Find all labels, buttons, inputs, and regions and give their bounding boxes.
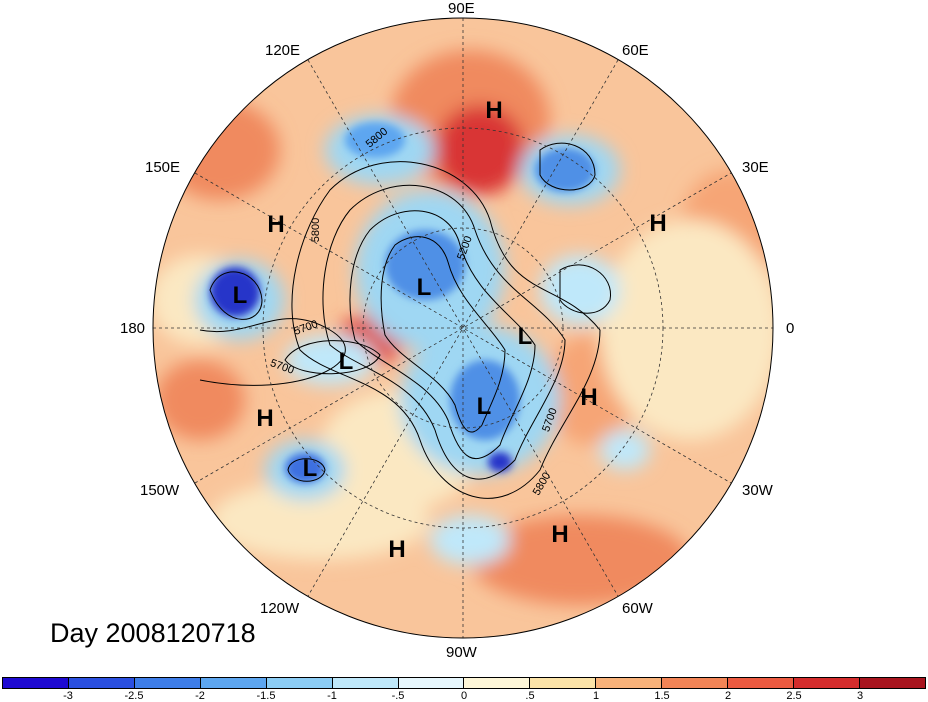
colorbar-tick-label: 1.5 <box>654 690 670 702</box>
lon-label-150e: 150E <box>145 159 181 176</box>
warm-region <box>155 360 245 440</box>
colorbar-segment <box>3 678 69 688</box>
graticule-line <box>307 59 619 597</box>
height-contours <box>199 142 611 499</box>
cool-region <box>600 430 650 470</box>
colorbar-segment <box>464 678 531 688</box>
colorbar-segment <box>134 678 201 688</box>
colorbar-segment <box>332 678 399 688</box>
graticule-circle <box>362 227 564 429</box>
cold-core <box>488 452 512 472</box>
colorbar-segment <box>596 678 663 688</box>
high-marker: H <box>267 211 285 238</box>
colorbar-tick-label: -1 <box>327 690 337 702</box>
colorbar-tick-label: -2 <box>195 690 205 702</box>
lon-label-180: 180 <box>120 320 146 337</box>
colorbar-segment <box>530 678 597 688</box>
lon-label-120w: 120W <box>260 600 300 617</box>
low-marker: L <box>338 348 354 375</box>
contour-line <box>284 340 381 375</box>
contour-line <box>380 236 506 433</box>
pale-region <box>600 220 773 440</box>
graticule-line <box>194 172 732 484</box>
low-marker: L <box>302 455 318 482</box>
colorbar-tick-label: 2.5 <box>786 690 802 702</box>
high-marker: H <box>580 384 598 411</box>
cold-core <box>535 148 595 192</box>
contour-line <box>559 264 611 314</box>
graticule-line <box>307 59 619 597</box>
low-marker: L <box>476 393 492 420</box>
graticule <box>153 18 773 638</box>
contour-line <box>349 210 536 460</box>
colorbar-tick-label: 2 <box>724 690 732 702</box>
cool-region <box>540 255 620 325</box>
contour-line <box>287 458 326 482</box>
high-marker: H <box>388 536 406 563</box>
hot-region <box>435 105 525 195</box>
colorbar-segment <box>662 678 729 688</box>
contour-line <box>209 271 263 320</box>
lon-label-60w: 60W <box>622 600 653 617</box>
colorbar <box>2 677 926 689</box>
high-marker: H <box>551 521 569 548</box>
map-title: Day 2008120718 <box>50 618 256 648</box>
lon-label-60e: 60E <box>622 42 649 59</box>
colorbar-segment <box>859 678 925 688</box>
cold-core <box>210 267 260 317</box>
lon-label-30w: 30W <box>742 482 773 499</box>
lon-label-90e: 90E <box>448 0 475 17</box>
anomaly-field <box>153 18 773 638</box>
colorbar-tick-label: -2.5 <box>124 690 144 702</box>
contour-line <box>291 161 601 499</box>
cold-core <box>385 230 465 300</box>
graticule-circle <box>262 127 664 529</box>
lon-label-150w: 150W <box>140 482 180 499</box>
low-marker: L <box>517 323 533 350</box>
lon-label-120e: 120E <box>265 42 301 59</box>
colorbar-segment <box>794 678 860 688</box>
colorbar-tick-label: 1 <box>592 690 600 702</box>
colorbar-tick-label: -3 <box>63 690 73 702</box>
low-marker: L <box>416 274 432 301</box>
graticule-line <box>194 172 732 484</box>
warm-region <box>160 100 280 200</box>
low-marker: L <box>232 282 248 309</box>
cool-region <box>430 515 510 565</box>
contour-line <box>199 318 346 386</box>
lon-label-30e: 30E <box>742 159 769 176</box>
lon-label-90w: 90W <box>446 644 477 661</box>
colorbar-tick-label: 0 <box>460 690 468 702</box>
high-marker: H <box>485 97 503 124</box>
colorbar-segment <box>200 678 267 688</box>
colorbar-tick-label: -1.5 <box>256 690 276 702</box>
high-marker: H <box>649 210 667 237</box>
map-border <box>152 17 774 639</box>
colorbar-segment <box>266 678 333 688</box>
contour-line <box>539 142 596 191</box>
colorbar-segment <box>728 678 795 688</box>
cold-core <box>345 122 405 158</box>
colorbar-tick-label: 3 <box>856 690 864 702</box>
high-marker: H <box>256 405 274 432</box>
colorbar-tick-label: .5 <box>525 690 535 702</box>
cool-region <box>285 335 375 385</box>
warm-region <box>470 515 690 605</box>
lon-label-0: 0 <box>786 320 795 337</box>
colorbar-segment <box>68 678 135 688</box>
colorbar-segment <box>398 678 465 688</box>
colorbar-tick-label: -.5 <box>391 690 405 702</box>
contour-line <box>322 184 566 480</box>
contour-label: 5800 <box>310 217 322 243</box>
